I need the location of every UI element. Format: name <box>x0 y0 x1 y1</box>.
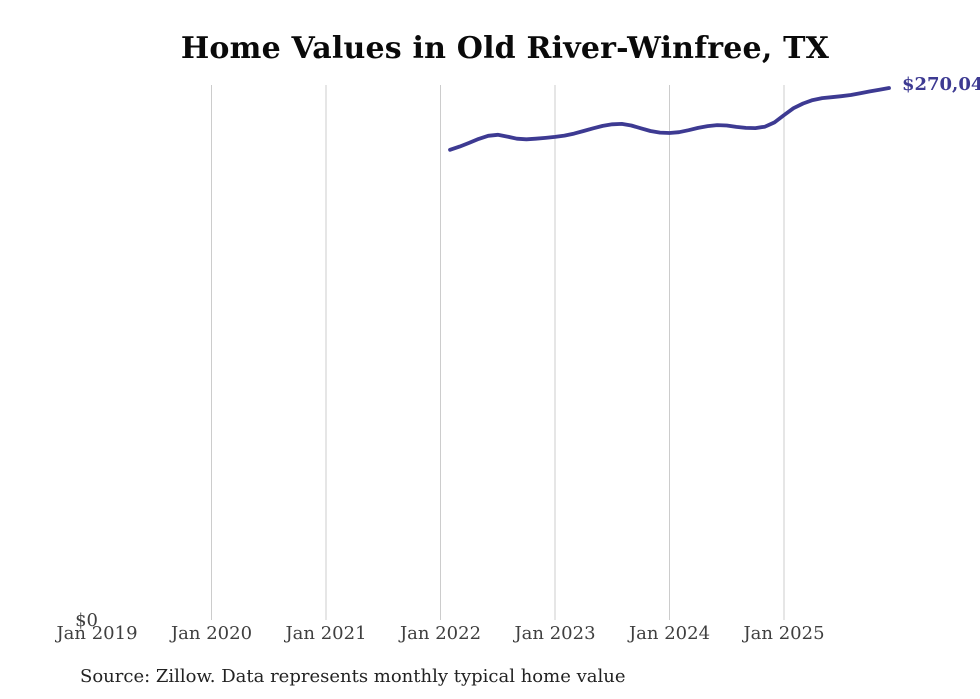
x-tick-label: Jan 2021 <box>285 623 367 644</box>
y-axis-zero-label: $0 <box>75 610 98 631</box>
x-tick-label: Jan 2024 <box>628 623 711 644</box>
x-tick-label: Jan 2023 <box>514 623 596 644</box>
x-tick-label: Jan 2020 <box>170 623 253 644</box>
latest-value-label: $270,045 <box>901 74 980 95</box>
chart-title: Home Values in Old River-Winfree, TX <box>180 31 830 66</box>
x-tick-label: Jan 2019 <box>56 623 138 644</box>
home-value-line <box>448 86 891 152</box>
x-tick-label: Jan 2025 <box>743 623 825 644</box>
x-tick-label: Jan 2022 <box>399 623 482 644</box>
source-note: Source: Zillow. Data represents monthly … <box>80 666 626 687</box>
year-gridlines <box>211 85 785 620</box>
